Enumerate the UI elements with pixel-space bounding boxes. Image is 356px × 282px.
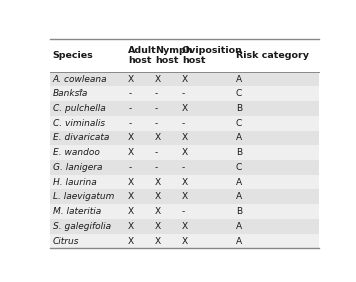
Text: H. laurina: H. laurina (53, 178, 96, 187)
Text: X: X (128, 148, 134, 157)
Text: -: - (128, 163, 131, 172)
Text: X: X (128, 133, 134, 142)
Text: -: - (155, 163, 158, 172)
Text: -: - (155, 119, 158, 128)
Text: X: X (155, 207, 161, 216)
Text: S. galegifolia: S. galegifolia (53, 222, 111, 231)
Text: B: B (236, 148, 242, 157)
Bar (50, 116, 319, 131)
Text: Oviposition
host: Oviposition host (182, 46, 243, 65)
Text: Species: Species (53, 51, 94, 60)
Text: X: X (155, 133, 161, 142)
Text: X: X (182, 178, 188, 187)
Text: E. wandoo: E. wandoo (53, 148, 100, 157)
Text: -: - (155, 148, 158, 157)
Text: X: X (128, 178, 134, 187)
Text: -: - (182, 89, 185, 98)
Text: X: X (182, 133, 188, 142)
Text: C. pulchella: C. pulchella (53, 104, 105, 113)
Text: X: X (155, 222, 161, 231)
Text: -: - (182, 163, 185, 172)
Text: X: X (128, 237, 134, 246)
Bar (50, 234, 319, 248)
Text: A: A (236, 237, 242, 246)
Text: X: X (128, 222, 134, 231)
Text: X: X (182, 148, 188, 157)
Text: X: X (155, 74, 161, 83)
Text: X: X (128, 74, 134, 83)
Text: A: A (236, 133, 242, 142)
Bar (50, 219, 319, 234)
Text: B: B (236, 104, 242, 113)
Text: L. laevigatum: L. laevigatum (53, 192, 114, 201)
Text: Banksia: Banksia (53, 89, 88, 98)
Bar (50, 145, 319, 160)
Text: X: X (182, 192, 188, 201)
Text: Citrus: Citrus (53, 237, 79, 246)
Text: A. cowleana: A. cowleana (53, 74, 108, 83)
Text: C: C (236, 163, 242, 172)
Text: -: - (128, 89, 131, 98)
Text: A: A (236, 192, 242, 201)
Text: -: - (128, 119, 131, 128)
Text: -: - (182, 207, 185, 216)
Text: C. viminalis: C. viminalis (53, 119, 105, 128)
Text: -: - (182, 119, 185, 128)
Text: X: X (128, 207, 134, 216)
Text: A: A (236, 178, 242, 187)
Text: Risk category: Risk category (236, 51, 309, 60)
Text: X: X (155, 178, 161, 187)
Bar (50, 131, 319, 145)
Bar (50, 160, 319, 175)
Bar (50, 86, 319, 101)
Text: X: X (182, 104, 188, 113)
Text: A: A (236, 74, 242, 83)
Text: C: C (236, 89, 242, 98)
Text: B: B (236, 207, 242, 216)
Text: C: C (236, 119, 242, 128)
Text: G. lanigera: G. lanigera (53, 163, 102, 172)
Text: E. divaricata: E. divaricata (53, 133, 109, 142)
Text: Nymph
host: Nymph host (155, 46, 193, 65)
Text: X: X (182, 237, 188, 246)
Bar (50, 190, 319, 204)
Text: a: a (79, 88, 83, 93)
Bar (50, 101, 319, 116)
Text: X: X (182, 74, 188, 83)
Bar (50, 72, 319, 86)
Bar (50, 39, 319, 72)
Text: -: - (128, 104, 131, 113)
Text: X: X (128, 192, 134, 201)
Text: X: X (155, 237, 161, 246)
Text: X: X (182, 222, 188, 231)
Text: M. lateritia: M. lateritia (53, 207, 101, 216)
Text: A: A (236, 222, 242, 231)
Text: -: - (155, 104, 158, 113)
Bar (50, 175, 319, 190)
Bar (50, 204, 319, 219)
Text: Adult
host: Adult host (128, 46, 157, 65)
Text: -: - (155, 89, 158, 98)
Text: X: X (155, 192, 161, 201)
